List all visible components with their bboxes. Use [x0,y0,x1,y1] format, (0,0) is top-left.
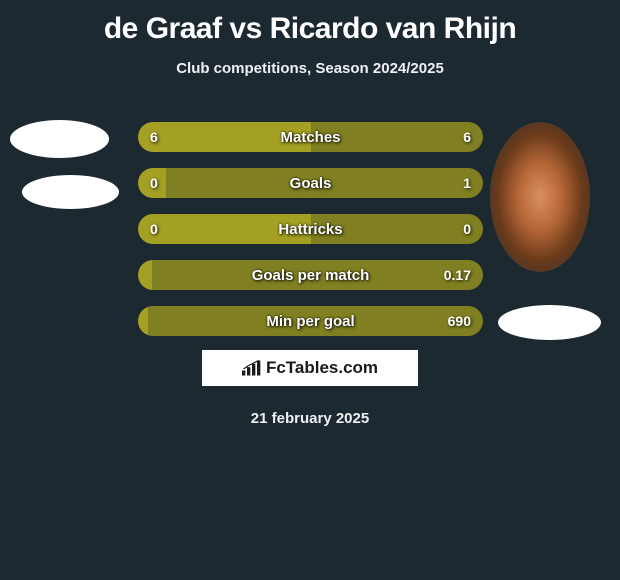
comparison-chart: 6 Matches 6 0 Goals 1 0 Hattricks 0 Goal… [0,105,620,320]
date-label: 21 february 2025 [0,410,620,427]
bar-left-fill [138,260,152,290]
page-subtitle: Club competitions, Season 2024/2025 [0,60,620,77]
stat-right-value: 0.17 [444,267,471,283]
stat-left-value: 0 [150,175,158,191]
player-right-avatar [490,122,590,272]
stat-left-value: 6 [150,129,158,145]
stat-row: Goals per match 0.17 [138,260,483,290]
stat-label: Min per goal [266,313,354,330]
page-title: de Graaf vs Ricardo van Rhijn [0,0,620,46]
player-right-avatar-placeholder [498,305,601,340]
chart-icon [242,360,262,376]
stat-right-value: 6 [463,129,471,145]
stat-row: 0 Goals 1 [138,168,483,198]
stat-row: 0 Hattricks 0 [138,214,483,244]
stat-bars: 6 Matches 6 0 Goals 1 0 Hattricks 0 Goal… [138,122,483,352]
stat-label: Matches [280,129,340,146]
stat-label: Hattricks [278,221,342,238]
stat-left-value: 0 [150,221,158,237]
stat-label: Goals per match [252,267,370,284]
stat-row: Min per goal 690 [138,306,483,336]
stat-right-value: 1 [463,175,471,191]
watermark-text: FcTables.com [266,358,378,378]
player-left-avatar-placeholder-1 [10,120,109,158]
stat-label: Goals [290,175,332,192]
player-left-avatar-placeholder-2 [22,175,119,209]
bar-left-fill [138,306,148,336]
stat-row: 6 Matches 6 [138,122,483,152]
stat-right-value: 0 [463,221,471,237]
stat-right-value: 690 [448,313,471,329]
watermark: FcTables.com [202,350,418,386]
